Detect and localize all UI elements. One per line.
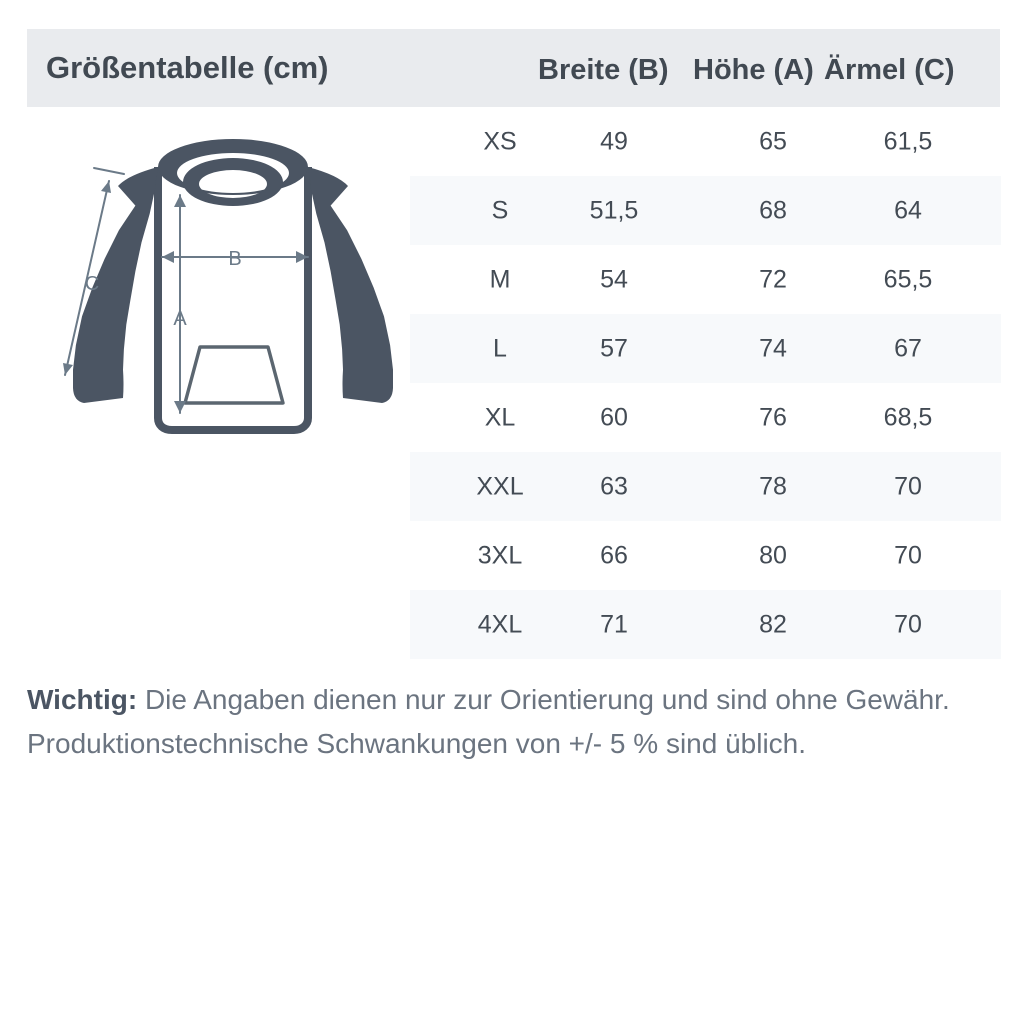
svg-text:C: C — [85, 273, 99, 295]
svg-text:B: B — [228, 248, 241, 270]
svg-text:A: A — [173, 308, 187, 330]
